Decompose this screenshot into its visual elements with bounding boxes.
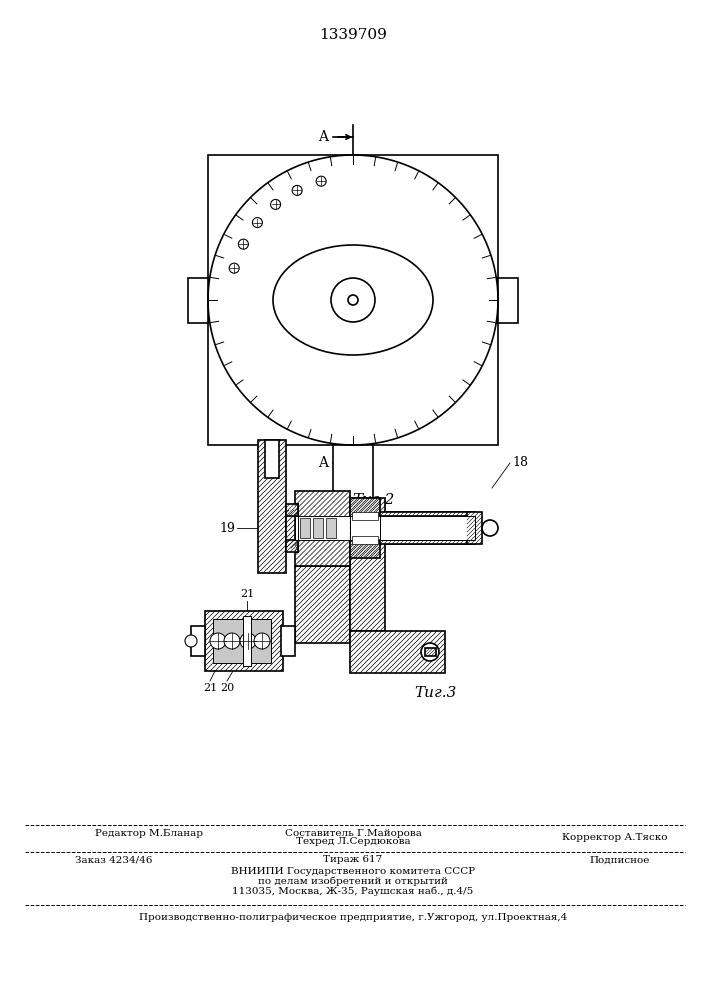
Text: Тираж 617: Тираж 617 bbox=[323, 856, 382, 864]
Bar bbox=[380, 540, 467, 544]
Circle shape bbox=[240, 633, 256, 649]
Bar bbox=[281, 626, 295, 656]
Bar bbox=[300, 518, 310, 538]
Text: 21: 21 bbox=[240, 589, 254, 599]
Text: по делам изобретений и открытий: по делам изобретений и открытий bbox=[258, 876, 448, 886]
Bar bbox=[352, 512, 378, 520]
Bar bbox=[191, 626, 205, 656]
Bar bbox=[313, 518, 323, 538]
Circle shape bbox=[271, 199, 281, 209]
Circle shape bbox=[185, 635, 197, 647]
Text: Τиг.3: Τиг.3 bbox=[414, 686, 456, 700]
Circle shape bbox=[316, 176, 326, 186]
Circle shape bbox=[331, 278, 375, 322]
Circle shape bbox=[210, 633, 226, 649]
Text: Заказ 4234/46: Заказ 4234/46 bbox=[75, 856, 153, 864]
Bar bbox=[380, 516, 475, 540]
Text: Подписное: Подписное bbox=[590, 856, 650, 864]
Text: 18: 18 bbox=[512, 456, 528, 470]
Text: A-A: A-A bbox=[361, 506, 385, 520]
Bar bbox=[350, 498, 385, 631]
Text: 20: 20 bbox=[220, 683, 234, 693]
Text: Τиг.2: Τиг.2 bbox=[352, 493, 395, 507]
Bar bbox=[333, 445, 373, 510]
Bar bbox=[295, 540, 298, 552]
Circle shape bbox=[421, 643, 439, 661]
Bar bbox=[467, 512, 482, 544]
Bar bbox=[295, 516, 350, 540]
Text: 21: 21 bbox=[203, 683, 217, 693]
Circle shape bbox=[252, 218, 262, 228]
Bar bbox=[352, 536, 378, 544]
Bar bbox=[425, 648, 436, 656]
Bar bbox=[295, 566, 350, 643]
Text: 19: 19 bbox=[219, 522, 235, 534]
Text: Редактор М.Бланар: Редактор М.Бланар bbox=[95, 830, 203, 838]
Bar bbox=[286, 510, 298, 548]
Bar bbox=[380, 512, 467, 516]
Text: A: A bbox=[318, 456, 328, 470]
Text: A: A bbox=[318, 130, 328, 144]
Text: Корректор А.Тяско: Корректор А.Тяско bbox=[562, 832, 667, 842]
Circle shape bbox=[254, 633, 270, 649]
Circle shape bbox=[224, 633, 240, 649]
Bar bbox=[265, 440, 279, 478]
Text: A-A: A-A bbox=[321, 506, 346, 520]
Circle shape bbox=[292, 185, 302, 195]
Bar bbox=[350, 516, 380, 540]
Bar bbox=[258, 440, 286, 573]
Bar bbox=[350, 631, 445, 673]
Circle shape bbox=[348, 295, 358, 305]
Text: 1339709: 1339709 bbox=[319, 28, 387, 42]
Bar bbox=[286, 540, 298, 552]
Bar bbox=[286, 504, 298, 516]
Text: 113035, Москва, Ж-35, Раушская наб., д.4/5: 113035, Москва, Ж-35, Раушская наб., д.4… bbox=[233, 886, 474, 896]
Bar bbox=[188, 277, 208, 322]
Bar bbox=[350, 498, 380, 558]
Bar bbox=[295, 504, 298, 516]
Circle shape bbox=[482, 520, 498, 536]
Text: Техред Л.Сердюкова: Техред Л.Сердюкова bbox=[296, 838, 410, 846]
Text: Производственно-полиграфическое предприятие, г.Ужгород, ул.Проектная,4: Производственно-полиграфическое предприя… bbox=[139, 914, 567, 922]
Text: Составитель Г.Майорова: Составитель Г.Майорова bbox=[284, 828, 421, 838]
Bar bbox=[380, 512, 475, 544]
Bar bbox=[208, 155, 498, 445]
Bar bbox=[205, 611, 283, 671]
Bar bbox=[213, 619, 271, 663]
Circle shape bbox=[238, 239, 248, 249]
Bar bbox=[326, 518, 336, 538]
Bar bbox=[295, 490, 350, 566]
Bar bbox=[295, 516, 298, 540]
Bar bbox=[498, 277, 518, 322]
Circle shape bbox=[229, 263, 239, 273]
Text: ВНИИПИ Государственного комитета СССР: ВНИИПИ Государственного комитета СССР bbox=[231, 866, 475, 876]
Bar bbox=[243, 616, 251, 666]
